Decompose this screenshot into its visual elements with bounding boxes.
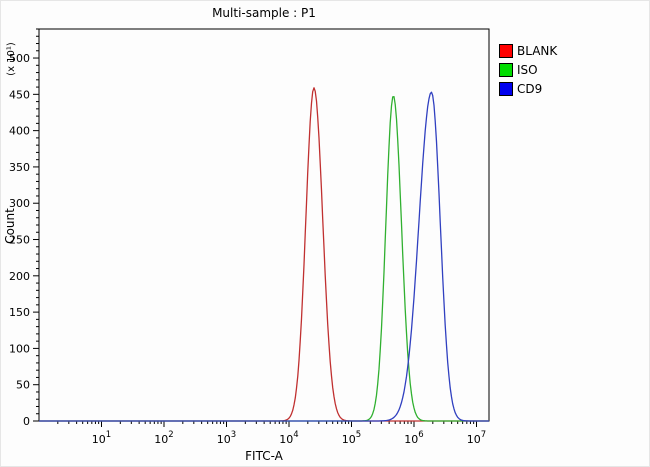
y-tick-label: 450: [9, 88, 30, 101]
x-tick-label: 101: [92, 430, 111, 446]
chart-title: Multi-sample : P1: [212, 6, 316, 20]
x-tick-label: 105: [342, 430, 361, 446]
curve-iso: [39, 96, 489, 422]
legend-item: BLANK: [499, 41, 557, 60]
y-tick-label: 50: [16, 379, 30, 392]
legend-label: CD9: [517, 81, 543, 96]
curves: [39, 87, 489, 422]
y-axis-unit-label: (x 10¹): [6, 42, 17, 76]
legend-swatch: [499, 43, 513, 58]
y-tick-label: 400: [9, 125, 30, 138]
y-tick-label: 100: [9, 342, 30, 355]
curve-blank: [39, 87, 489, 422]
x-axis-label: FITC-A: [245, 449, 284, 463]
legend-label: BLANK: [517, 43, 558, 58]
legend-item: ISO: [499, 60, 557, 79]
x-tick-label: 104: [279, 430, 298, 446]
y-tick-label: 200: [9, 270, 30, 283]
x-tick-label: 106: [404, 430, 423, 446]
legend-swatch: [499, 62, 513, 77]
legend: BLANK ISO CD9: [499, 41, 557, 98]
legend-label: ISO: [517, 62, 538, 77]
x-tick-label: 102: [154, 430, 173, 446]
plot-frame: [38, 28, 490, 422]
x-tick-label: 107: [467, 430, 486, 446]
x-axis-ticks: 101 102 103 104 105 106 107: [57, 421, 486, 446]
y-tick-label: 0: [23, 415, 30, 428]
curve-cd9: [39, 91, 489, 422]
y-tick-label: 150: [9, 306, 30, 319]
y-tick-label: 300: [9, 197, 30, 210]
y-tick-label: 250: [9, 234, 30, 247]
y-tick-label: 350: [9, 161, 30, 174]
y-axis-label: Count: [3, 208, 17, 244]
y-axis-ticks: 0 50 100 150 200 250 300 350 400 450 500: [9, 28, 39, 428]
legend-swatch: [499, 81, 513, 96]
x-tick-label: 103: [217, 430, 236, 446]
y-tick-label: 500: [9, 52, 30, 65]
legend-item: CD9: [499, 79, 557, 98]
